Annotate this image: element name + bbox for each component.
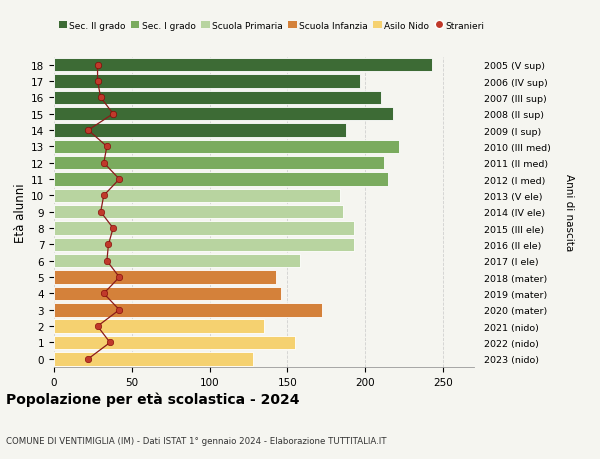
Bar <box>54 336 295 349</box>
Point <box>109 111 118 118</box>
Point <box>115 176 124 183</box>
Bar <box>54 353 253 366</box>
Bar <box>54 320 264 333</box>
Bar <box>54 173 388 186</box>
Text: COMUNE DI VENTIMIGLIA (IM) - Dati ISTAT 1° gennaio 2024 - Elaborazione TUTTITALI: COMUNE DI VENTIMIGLIA (IM) - Dati ISTAT … <box>6 436 386 445</box>
Point <box>115 274 124 281</box>
Point <box>109 225 118 232</box>
Point <box>99 192 109 200</box>
Bar <box>54 287 281 301</box>
Point <box>99 160 109 167</box>
Point <box>102 143 112 151</box>
Point <box>99 290 109 297</box>
Bar <box>54 91 380 105</box>
Point <box>93 62 103 69</box>
Point <box>105 339 115 347</box>
Bar <box>54 157 384 170</box>
Bar <box>54 108 393 121</box>
Point <box>96 95 106 102</box>
Text: Popolazione per età scolastica - 2024: Popolazione per età scolastica - 2024 <box>6 392 299 406</box>
Bar <box>54 222 354 235</box>
Y-axis label: Anni di nascita: Anni di nascita <box>565 174 574 251</box>
Bar <box>54 140 400 154</box>
Bar <box>54 189 340 203</box>
Bar <box>54 75 361 89</box>
Point <box>83 127 93 134</box>
Point <box>104 241 113 249</box>
Bar <box>54 59 432 72</box>
Bar <box>54 238 354 252</box>
Point <box>96 208 106 216</box>
Legend: Sec. II grado, Sec. I grado, Scuola Primaria, Scuola Infanzia, Asilo Nido, Stran: Sec. II grado, Sec. I grado, Scuola Prim… <box>59 22 484 31</box>
Bar <box>54 206 343 219</box>
Y-axis label: Età alunni: Età alunni <box>14 183 27 242</box>
Point <box>93 78 103 85</box>
Bar <box>54 124 346 137</box>
Point <box>93 323 103 330</box>
Point <box>115 307 124 314</box>
Bar <box>54 303 322 317</box>
Point <box>83 355 93 363</box>
Point <box>102 257 112 265</box>
Bar <box>54 271 277 284</box>
Bar <box>54 255 300 268</box>
